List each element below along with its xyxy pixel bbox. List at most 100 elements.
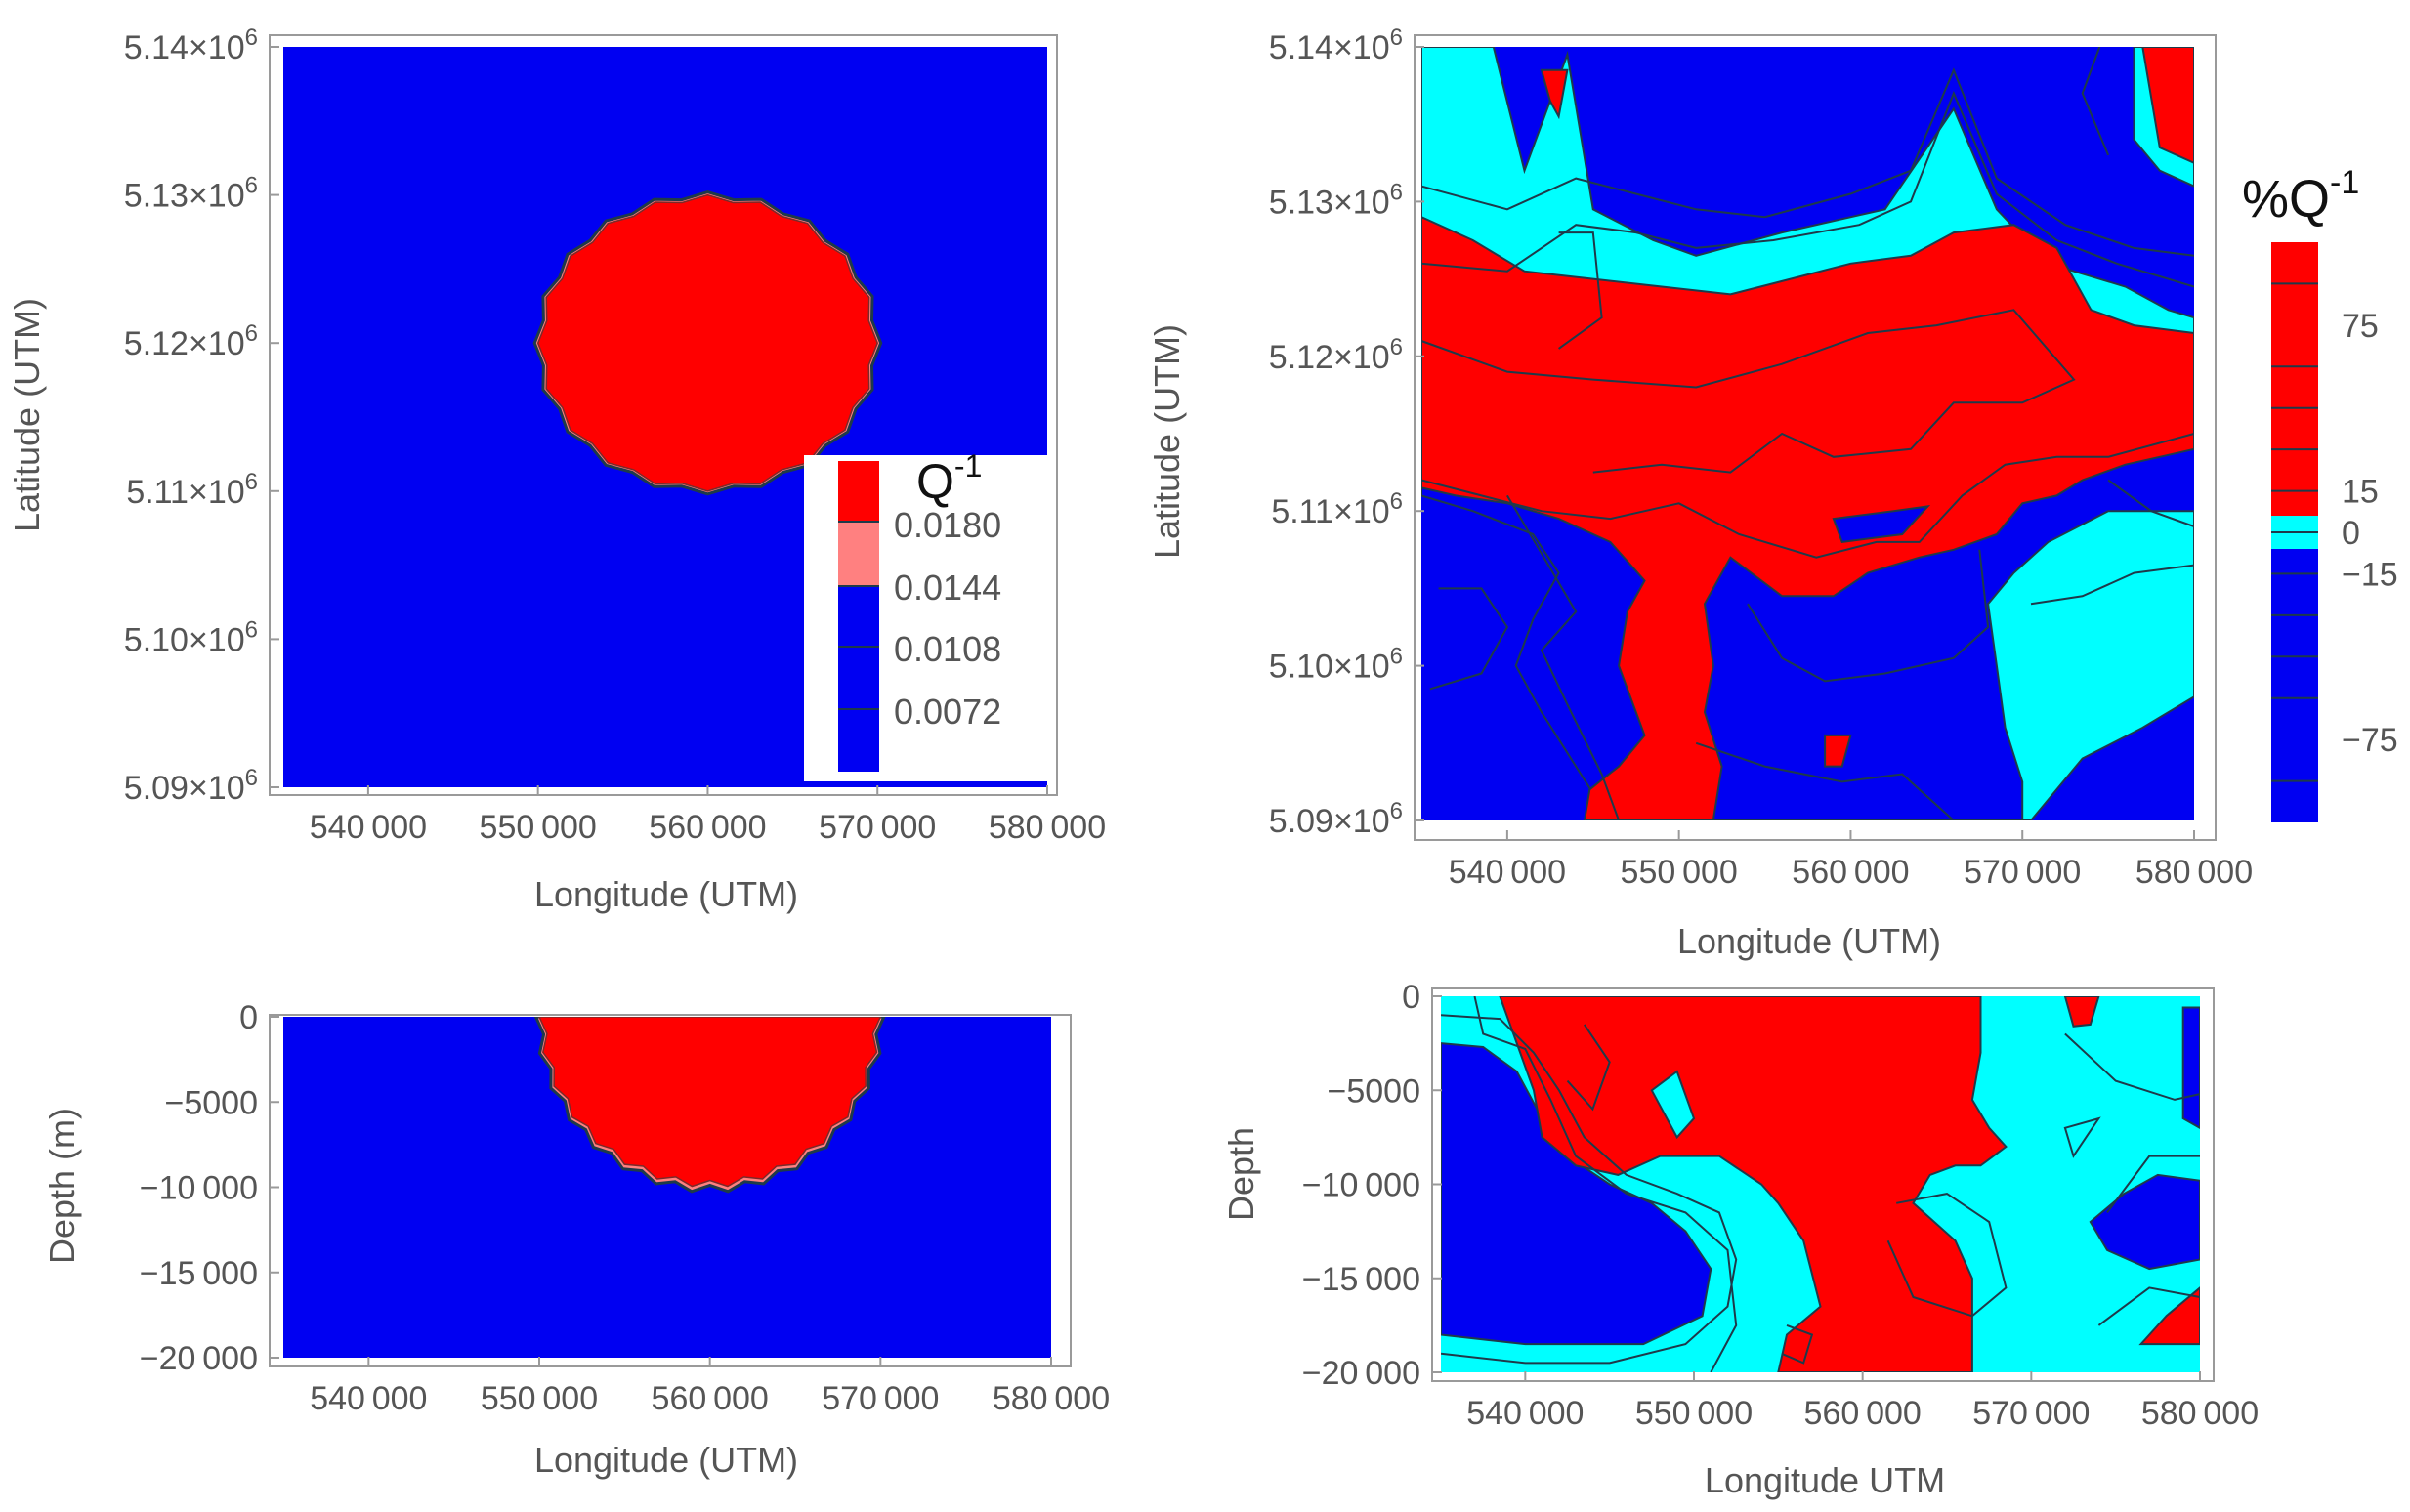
- y-tick-label: 5.11×106: [126, 469, 258, 511]
- x-axis-label: Longitude (UTM): [1677, 921, 1941, 961]
- x-tick-label: 540 000: [310, 1380, 427, 1417]
- contour-line: [1886, 1193, 2008, 1318]
- y-tick-label: 5.10×106: [124, 616, 258, 658]
- cyan-region: [1650, 1070, 1696, 1140]
- contour-line: [2064, 1032, 2200, 1101]
- cyan-region: [2063, 1116, 2101, 1158]
- contour-line: [1429, 587, 1509, 691]
- y-axis-label: Depth (m): [42, 1108, 82, 1264]
- contour-line: [1695, 741, 1955, 820]
- colorbar-title: %Q-1: [2242, 164, 2359, 229]
- y-tick-label: 5.13×106: [1269, 179, 1403, 221]
- red-region: [1540, 68, 1569, 120]
- contour-line: [2106, 1155, 2200, 1213]
- plot-frame: [1414, 34, 2217, 841]
- axes: 540 000 550 000 560 000 570 000 580 000 0 −500…: [1302, 979, 2259, 1432]
- anomaly-region: [536, 193, 879, 492]
- x-tick-label: 560 000: [649, 809, 766, 846]
- contour-line: [2097, 1286, 2200, 1326]
- x-axis-label: Longitude (UTM): [534, 874, 798, 914]
- legend-swatch-red: [838, 461, 879, 522]
- x-tick-label: 580 000: [2135, 854, 2253, 891]
- legend-label: 0.0072: [894, 692, 1001, 732]
- y-tick-label: 0: [239, 999, 258, 1036]
- legend: Q-1 0.0180 0.0144 0.0108 0.0072: [804, 448, 1047, 781]
- contour-line: [1558, 231, 1603, 350]
- x-tick-label: 570 000: [822, 1380, 939, 1417]
- x-tick-label: 570 000: [1964, 854, 2081, 891]
- colorbar: %Q-1 75 15 0 −15 −75: [2242, 164, 2398, 822]
- x-tick-label: 550 000: [480, 809, 597, 846]
- contour-line: [1506, 494, 1621, 820]
- legend-label: 0.0108: [894, 629, 1001, 669]
- x-tick-label: 560 000: [1804, 1395, 1922, 1432]
- y-axis-label: Latitude (UTM): [1147, 324, 1187, 559]
- y-tick-label: 5.10×106: [1269, 644, 1403, 686]
- blue-region: [1832, 505, 1931, 543]
- contour-line: [2081, 47, 2110, 156]
- red-region: [1824, 734, 1852, 768]
- panel-top-right: 540 000 550 000 560 000 570 000 580 000 5.09×…: [1147, 24, 2398, 961]
- red-region: [1499, 996, 2008, 1372]
- y-tick-label: 5.11×106: [1271, 488, 1403, 530]
- plot-area: [1421, 47, 2194, 820]
- contour-line: [1421, 309, 2076, 474]
- x-tick-label: 560 000: [652, 1380, 769, 1417]
- colorbar-tick-label: 75: [2342, 308, 2379, 345]
- legend-label: 0.0180: [894, 505, 1001, 545]
- blue-region: [1441, 1042, 1712, 1346]
- panel-bottom-left: 540 000 550 000 560 000 570 000 580 000 0 −500…: [42, 999, 1110, 1480]
- x-tick-label: 580 000: [993, 1380, 1110, 1417]
- contour-line: [1421, 90, 2194, 288]
- y-tick-label: 5.13×106: [124, 173, 258, 215]
- anomaly-region: [538, 1017, 882, 1188]
- contour-line: [1473, 996, 1738, 1372]
- x-tick-label: 570 000: [1972, 1395, 2090, 1432]
- y-tick-label: −5000: [1328, 1072, 1421, 1110]
- red-region: [2063, 996, 2100, 1028]
- colorbar-tick-label: −15: [2342, 556, 2398, 593]
- contour-line: [1421, 67, 2194, 257]
- colorbar-band: [2271, 548, 2318, 822]
- colorbar-tick-label: −75: [2342, 722, 2398, 759]
- plot-area: [283, 47, 1047, 787]
- x-tick-label: 550 000: [1621, 854, 1738, 891]
- y-tick-label: 5.09×106: [1269, 798, 1403, 840]
- x-tick-label: 540 000: [310, 809, 427, 846]
- red-region: [1421, 216, 2194, 820]
- x-tick-label: 550 000: [481, 1380, 598, 1417]
- y-tick-label: 5.12×106: [124, 320, 258, 362]
- y-tick-label: −10 000: [1302, 1167, 1420, 1204]
- x-axis-label: Longitude (UTM): [534, 1440, 798, 1480]
- legend-title: Q-1: [916, 448, 982, 509]
- y-tick-label: −20 000: [1302, 1355, 1420, 1392]
- x-axis-label: Longitude UTM: [1705, 1460, 1945, 1500]
- axes: 540 000 550 000 560 000 570 000 580 000 0 −500…: [140, 999, 1110, 1417]
- plot-area: [1441, 996, 2200, 1372]
- x-tick-label: 570 000: [819, 809, 936, 846]
- x-tick-label: 540 000: [1449, 854, 1566, 891]
- plot-area: [283, 1017, 1051, 1358]
- y-axis-label: Depth: [1221, 1127, 1261, 1221]
- axes: 540 000 550 000 560 000 570 000 580 000 5.09×…: [124, 24, 1106, 846]
- x-tick-label: 550 000: [1635, 1395, 1753, 1432]
- blue-region: [2089, 1173, 2200, 1271]
- y-tick-label: 5.09×106: [124, 765, 258, 807]
- y-axis-label: Latitude (UTM): [7, 298, 47, 532]
- colorbar-tick-label: 0: [2342, 515, 2360, 552]
- contour-line: [1441, 1014, 1738, 1365]
- y-tick-label: −15 000: [140, 1255, 258, 1292]
- contour-line: [2030, 564, 2194, 606]
- contour-line: [2107, 479, 2194, 527]
- x-tick-label: 560 000: [1792, 854, 1909, 891]
- legend-swatch-pink: [838, 522, 879, 586]
- y-tick-label: −10 000: [140, 1170, 258, 1207]
- red-region: [2141, 47, 2194, 164]
- x-tick-label: 580 000: [989, 809, 1106, 846]
- x-tick-label: 540 000: [1466, 1395, 1584, 1432]
- y-tick-label: −15 000: [1302, 1261, 1420, 1298]
- y-tick-label: 5.14×106: [1269, 24, 1403, 66]
- y-tick-label: 5.12×106: [1269, 334, 1403, 376]
- y-tick-label: 5.14×106: [124, 24, 258, 66]
